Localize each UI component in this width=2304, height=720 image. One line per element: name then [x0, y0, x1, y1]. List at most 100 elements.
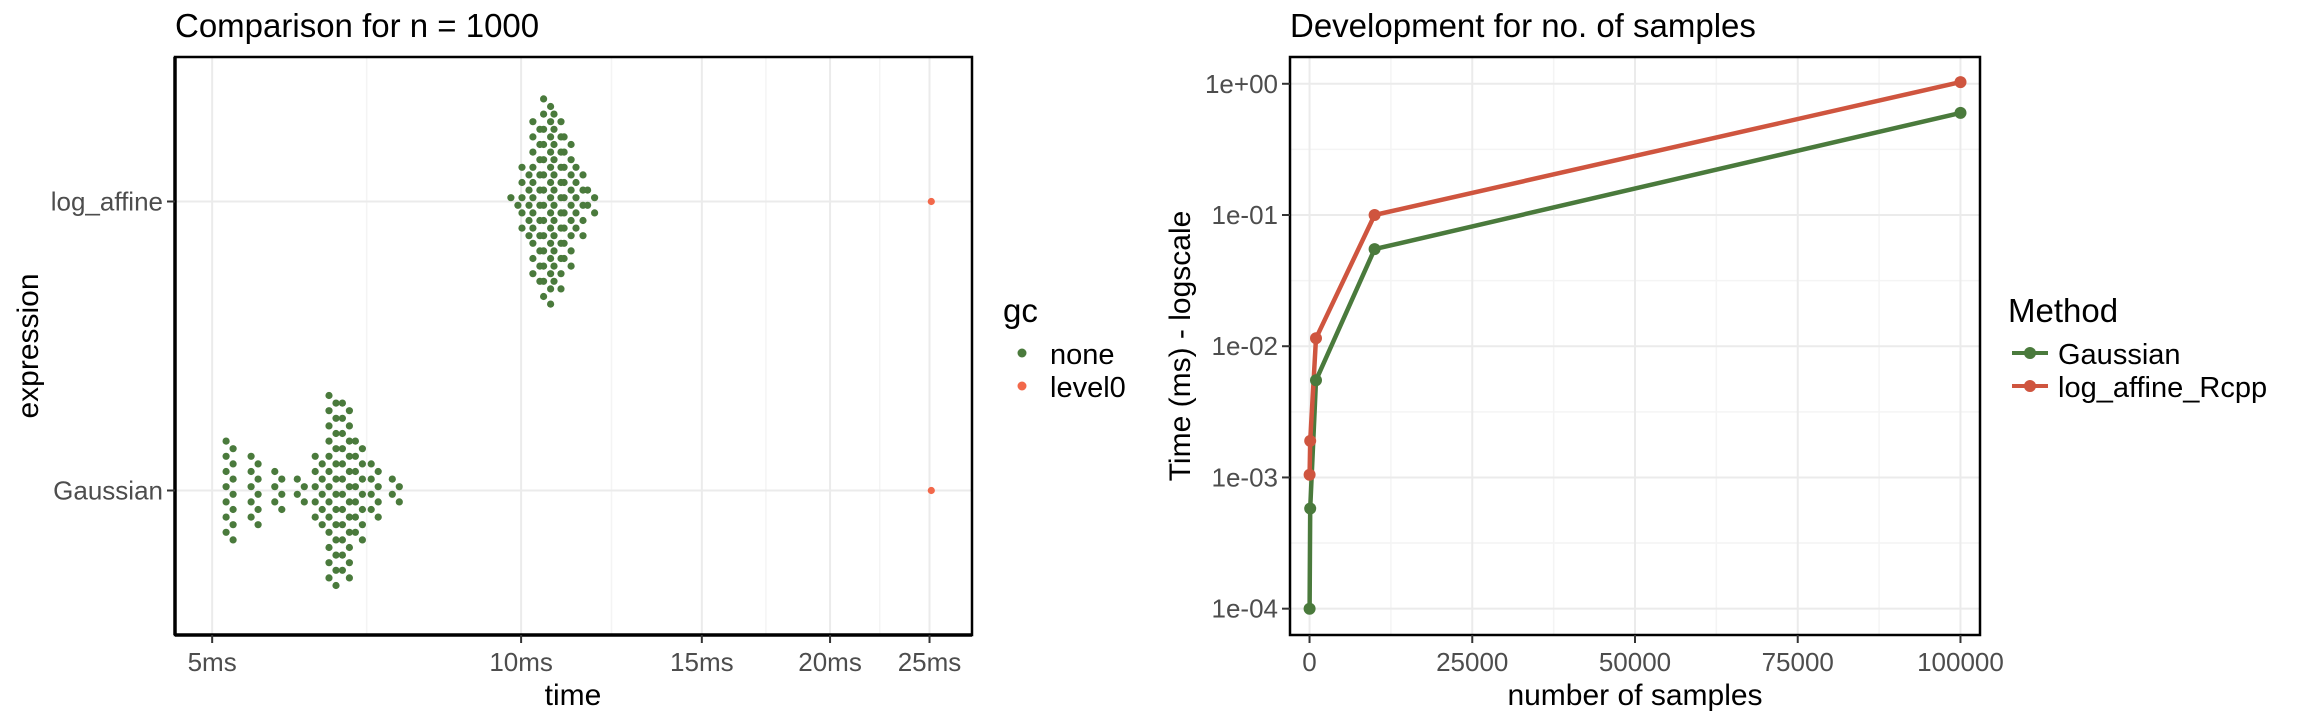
point-none [229, 505, 237, 514]
point-none [338, 399, 346, 407]
point-none [591, 194, 599, 202]
point-none [325, 513, 333, 521]
point-none [254, 490, 262, 498]
point-none [547, 254, 555, 263]
point-none [222, 528, 230, 536]
point-none [540, 156, 548, 164]
point-none [300, 498, 308, 506]
point-none [388, 475, 396, 483]
point-none [540, 232, 548, 240]
point-none [557, 285, 565, 293]
series-point-gaussian [1368, 243, 1381, 256]
point-none [567, 262, 575, 270]
point-none [507, 194, 515, 202]
point-none [247, 483, 255, 491]
point-none [229, 521, 237, 529]
point-none [567, 232, 575, 240]
series-point-log-affine-rcpp [1954, 76, 1967, 89]
point-none [278, 490, 286, 498]
point-none [229, 536, 237, 544]
point-none [547, 300, 555, 308]
point-none [547, 102, 555, 111]
point-none [351, 483, 359, 491]
point-none [374, 483, 382, 491]
left-x-tick-label: 5ms [188, 647, 237, 677]
point-none [222, 452, 230, 460]
left-x-tick-label: 20ms [798, 647, 862, 677]
point-none [325, 498, 333, 506]
left-x-tick-label: 10ms [489, 647, 553, 677]
right-y-axis-ticks: 1e-04 1e-03 1e-02 1e-01 1e+00 [1205, 69, 1290, 624]
point-none [345, 467, 353, 476]
point-none [540, 201, 548, 209]
point-none [579, 171, 587, 179]
point-none [338, 566, 346, 574]
point-none [247, 467, 255, 476]
point-none [529, 239, 537, 247]
point-none [567, 201, 575, 209]
point-none [518, 224, 526, 232]
series-point-gaussian [1954, 106, 1967, 119]
point-none [550, 125, 558, 133]
point-none [567, 171, 575, 179]
point-none [222, 483, 230, 491]
point-none [540, 216, 548, 225]
point-none [579, 232, 587, 240]
point-none [572, 178, 580, 187]
point-none [540, 186, 548, 194]
point-none [547, 178, 555, 187]
right-gridlines [1290, 57, 1980, 635]
point-none [560, 194, 568, 202]
point-none [222, 498, 230, 506]
point-none [332, 429, 340, 438]
point-none [229, 490, 237, 498]
series-point-gaussian [1310, 374, 1322, 387]
point-none [271, 498, 279, 506]
point-none [318, 505, 326, 514]
point-none [351, 528, 359, 536]
point-none [300, 483, 308, 491]
point-none [547, 239, 555, 247]
point-none [550, 277, 558, 285]
point-none [311, 513, 319, 521]
point-none [584, 186, 592, 194]
point-none [529, 178, 537, 187]
point-none [560, 133, 568, 141]
legend-label-none: none [1050, 339, 1115, 371]
point-none [540, 247, 548, 255]
point-none [557, 118, 565, 126]
point-none [557, 270, 565, 278]
point-none [271, 467, 279, 476]
legend-label-level0: level0 [1050, 372, 1126, 404]
point-none [311, 483, 319, 491]
point-none [345, 559, 353, 567]
point-none [540, 171, 548, 179]
right-lines [1303, 76, 1967, 615]
point-none [345, 422, 353, 430]
series-point-gaussian [1304, 502, 1317, 515]
point-none [367, 475, 375, 483]
right-x-tick-label: 0 [1302, 647, 1316, 677]
point-none [529, 133, 537, 141]
point-none [318, 475, 326, 483]
point-none [572, 194, 580, 202]
right-x-axis-title: number of samples [1507, 679, 1762, 712]
point-none [367, 505, 375, 514]
right-y-tick-label: 1e-03 [1212, 462, 1279, 492]
right-y-tick-label: 1e-01 [1212, 200, 1279, 230]
point-none [367, 490, 375, 498]
point-none [560, 239, 568, 247]
point-none [338, 414, 346, 422]
right-y-tick-label: 1e-04 [1212, 594, 1279, 624]
legend-key-level0 [1017, 381, 1027, 391]
point-none [367, 460, 375, 468]
point-none [345, 483, 353, 491]
point-none [311, 498, 319, 506]
point-none [332, 490, 340, 498]
point-none [338, 536, 346, 544]
point-none [529, 254, 537, 263]
point-none [560, 148, 568, 156]
point-none [529, 148, 537, 156]
point-none [293, 490, 301, 498]
